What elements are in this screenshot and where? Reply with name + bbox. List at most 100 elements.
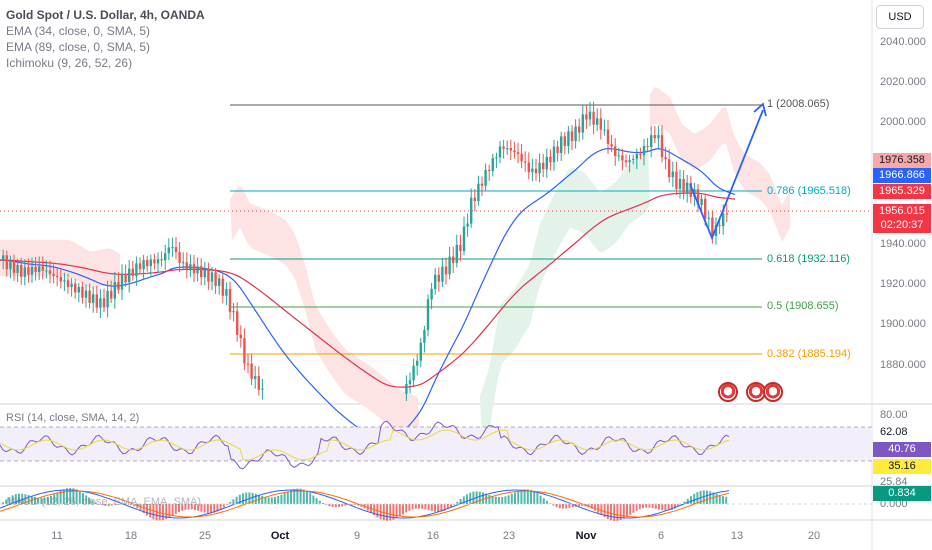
candle xyxy=(711,217,714,237)
candle xyxy=(657,135,660,139)
time-tick: 23 xyxy=(502,530,516,542)
candle xyxy=(88,290,91,303)
macd-histogram-bar xyxy=(78,490,81,504)
candle xyxy=(99,298,102,308)
macd-histogram-bar xyxy=(706,490,708,504)
macd-histogram-bar xyxy=(85,495,88,504)
candle xyxy=(192,264,196,274)
candle xyxy=(207,268,210,282)
macd-histogram-bar xyxy=(21,493,24,504)
macd-histogram-bar xyxy=(606,504,609,520)
rsi-band xyxy=(0,427,872,461)
macd-histogram-bar xyxy=(494,496,497,504)
macd-histogram-bar xyxy=(389,504,392,521)
macd-histogram-bar xyxy=(11,495,14,504)
macd-histogram-bar xyxy=(693,493,696,504)
macd-histogram-bar xyxy=(334,504,337,508)
price-tick: 2020.000 xyxy=(880,76,926,88)
candle xyxy=(642,145,646,156)
macd-histogram-bar xyxy=(555,504,558,508)
candle xyxy=(606,129,610,145)
macd-histogram-bar xyxy=(194,504,196,510)
candle xyxy=(722,213,725,227)
macd-histogram-bar xyxy=(350,504,353,505)
macd-histogram-bar xyxy=(171,504,174,516)
macd-histogram-bar xyxy=(315,498,318,504)
candle xyxy=(524,161,527,163)
macd-histogram-bar xyxy=(136,504,139,509)
candle xyxy=(20,265,23,277)
price-tag-ema34: 1966.866 xyxy=(873,168,931,183)
macd-histogram-bar xyxy=(88,498,91,504)
macd-histogram-bar xyxy=(331,504,334,508)
macd-histogram-bar xyxy=(603,504,606,518)
candle xyxy=(484,169,487,186)
macd-histogram-bar xyxy=(446,504,449,510)
macd-histogram-bar xyxy=(130,504,132,505)
candle xyxy=(430,288,433,300)
fib-level-1-label: 1 (2008.065) xyxy=(767,98,830,110)
macd-histogram-bar xyxy=(306,491,308,504)
candle xyxy=(246,363,250,365)
macd-histogram-bar xyxy=(651,504,654,509)
currency-button[interactable]: USD xyxy=(876,5,924,29)
macd-histogram-bar xyxy=(392,504,395,520)
macd-histogram-bar xyxy=(94,502,97,504)
macd-label[interactable]: MACD (12, 26, close, EMA, EMA, SMA) xyxy=(6,496,201,508)
ichimoku-cloud xyxy=(230,186,420,443)
macd-histogram-bar xyxy=(434,504,436,512)
macd-histogram-bar xyxy=(725,496,728,504)
macd-histogram-bar xyxy=(142,504,145,514)
candle xyxy=(66,280,70,288)
macd-histogram-bar xyxy=(594,504,596,511)
candle xyxy=(149,259,152,267)
time-tick: 9 xyxy=(353,530,361,542)
price-tick: 2000.000 xyxy=(880,116,926,128)
macd-histogram-bar xyxy=(104,504,107,506)
rsi-label[interactable]: RSI (14, close, SMA, 14, 2) xyxy=(6,412,140,424)
macd-histogram-bar xyxy=(274,496,276,504)
macd-histogram-bar xyxy=(686,498,689,504)
macd-histogram-bar xyxy=(267,497,270,504)
macd-histogram-bar xyxy=(229,501,232,504)
macd-histogram-bar xyxy=(210,504,212,514)
macd-signal-line xyxy=(0,490,730,518)
candle xyxy=(455,244,458,263)
candle xyxy=(214,272,217,286)
candle xyxy=(70,283,73,288)
candle xyxy=(581,114,584,133)
us-flag-event-icon[interactable] xyxy=(763,382,783,402)
candle xyxy=(95,294,98,308)
macd-histogram-bar xyxy=(411,504,414,510)
symbol-title[interactable]: Gold Spot / U.S. Dollar, 4h, OANDA xyxy=(6,8,205,22)
macd-histogram-bar xyxy=(190,504,193,510)
macd-histogram-bar xyxy=(318,500,321,504)
candle xyxy=(635,153,638,159)
macd-histogram-bar xyxy=(683,501,686,504)
candle xyxy=(48,270,52,274)
macd-histogram-bar xyxy=(514,492,516,504)
macd-histogram-bar xyxy=(466,494,468,504)
us-flag-event-icon[interactable] xyxy=(718,382,738,402)
macd-histogram-bar xyxy=(587,504,590,508)
macd-histogram-bar xyxy=(571,504,574,508)
macd-histogram-bar xyxy=(632,504,635,513)
candle xyxy=(578,126,581,133)
macd-histogram-bar xyxy=(619,504,622,521)
indicator-ema34-label[interactable]: EMA (34, close, 0, SMA, 5) xyxy=(6,24,151,38)
indicator-ichimoku-label[interactable]: Ichimoku (9, 26, 52, 26) xyxy=(6,56,133,70)
macd-histogram-bar xyxy=(462,496,465,504)
macd-histogram-bar xyxy=(443,504,446,511)
candle xyxy=(502,146,505,149)
macd-histogram-bar xyxy=(456,501,459,504)
macd-histogram-bar xyxy=(174,504,177,514)
fib-level-0382-label: 0.382 (1885.194) xyxy=(767,348,851,360)
macd-histogram-bar xyxy=(450,504,452,508)
macd-histogram-bar xyxy=(69,487,72,504)
macd-histogram-bar xyxy=(491,495,494,504)
indicator-ema89-label[interactable]: EMA (89, close, 0, SMA, 5) xyxy=(6,40,151,54)
macd-histogram-bar xyxy=(149,504,152,518)
macd-histogram-bar xyxy=(72,488,75,504)
macd-histogram-bar xyxy=(328,504,331,507)
